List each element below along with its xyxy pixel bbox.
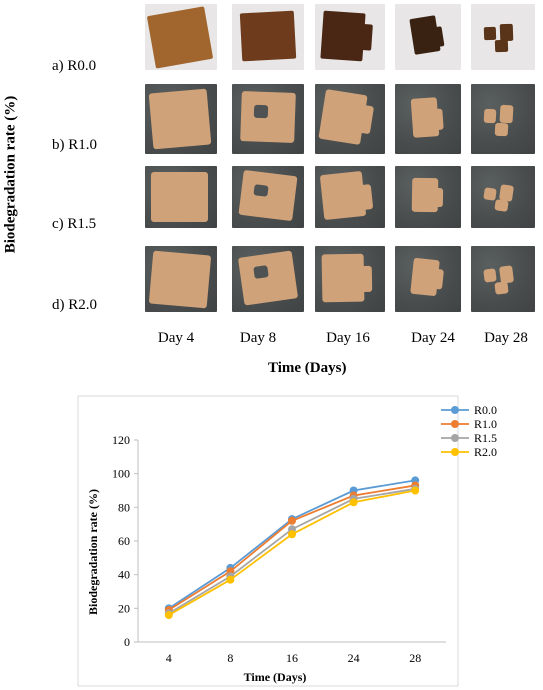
data-point-R2.0	[226, 575, 235, 584]
sample-photo	[232, 84, 304, 154]
sample-fragment	[494, 199, 509, 213]
sample-photo	[395, 246, 461, 312]
x-tick-label: 16	[286, 651, 298, 665]
sample-photo	[145, 166, 217, 228]
sample-fragment	[146, 5, 213, 68]
sample-fragment	[483, 26, 496, 41]
y-tick-label: 20	[118, 601, 130, 615]
sample-fragment	[150, 172, 209, 222]
sample-fragment	[237, 250, 298, 305]
sample-fragment	[498, 265, 514, 284]
sample-photo	[471, 84, 535, 154]
sample-fragment	[239, 91, 296, 144]
sample-fragment	[238, 170, 298, 222]
sample-fragment	[252, 183, 269, 197]
day-label-28: Day 28	[484, 330, 528, 346]
sample-fragment	[482, 186, 497, 201]
x-tick-label: 8	[227, 651, 233, 665]
photo-figure-y-axis-label: Biodegradation rate (%)	[2, 95, 19, 254]
chart-x-axis-label: Time (Days)	[244, 670, 307, 684]
x-tick-label: 4	[166, 651, 172, 665]
sample-fragment	[499, 23, 513, 41]
legend-label: R1.0	[474, 417, 497, 431]
sample-photo	[315, 84, 385, 154]
y-tick-label: 80	[118, 500, 130, 514]
sample-photo	[145, 4, 217, 70]
sample-fragment	[252, 264, 269, 279]
sample-photo	[232, 246, 304, 312]
sample-photo	[145, 84, 217, 154]
legend-swatch-marker	[451, 420, 459, 428]
chart-legend: R0.0R1.0R1.5R2.0	[441, 403, 497, 459]
sample-fragment	[483, 108, 496, 123]
sample-photo	[315, 4, 385, 70]
y-tick-label: 40	[118, 568, 130, 582]
sample-fragment	[148, 250, 211, 308]
x-tick-label: 24	[348, 651, 360, 665]
sample-fragment	[353, 265, 372, 293]
sample-fragment	[148, 88, 211, 150]
sample-fragment	[483, 268, 497, 283]
y-tick-label: 120	[112, 433, 130, 447]
sample-photo	[471, 166, 535, 228]
legend-label: R0.0	[474, 403, 497, 417]
sample-fragment	[352, 183, 373, 211]
sample-fragment	[239, 10, 296, 61]
sample-photo	[315, 246, 385, 312]
data-point-R2.0	[288, 530, 296, 539]
row-label-r0-0: a) R0.0	[52, 58, 97, 74]
day-label-24: Day 24	[411, 330, 455, 346]
sample-fragment	[352, 23, 372, 51]
data-point-R1.0	[288, 516, 296, 525]
data-point-R2.0	[411, 486, 420, 495]
sample-photo	[471, 4, 535, 70]
sample-photo	[145, 246, 217, 312]
data-point-R2.0	[349, 498, 358, 507]
line-chart: 0 20 40 60 80 100 120 4 8 16 24 28 Biodegradation r…	[77, 395, 497, 687]
sample-fragment	[430, 108, 444, 130]
day-label-4: Day 4	[157, 330, 195, 346]
sample-fragment	[498, 183, 514, 201]
y-tick-label: 0	[124, 635, 130, 649]
sample-fragment	[253, 104, 269, 118]
row-label-r2-0: d) R2.0	[52, 297, 97, 313]
sample-photo	[395, 4, 461, 70]
y-tick-label: 60	[118, 534, 130, 548]
sample-photo	[395, 166, 461, 228]
sample-fragment	[351, 103, 374, 135]
sample-fragment	[253, 23, 269, 37]
x-tick-label: 28	[409, 651, 421, 665]
y-tick-label: 100	[112, 467, 130, 481]
sample-photo	[232, 4, 304, 70]
row-label-r1-0: b) R1.0	[52, 137, 97, 153]
day-label-8: Day 8	[239, 330, 277, 346]
sample-photo	[471, 246, 535, 312]
legend-swatch-marker	[451, 434, 459, 442]
sample-fragment	[494, 122, 509, 136]
legend-label: R1.5	[474, 431, 497, 445]
sample-fragment	[431, 187, 444, 207]
sample-photo	[395, 84, 461, 154]
sample-fragment	[429, 26, 445, 48]
sample-fragment	[499, 104, 514, 123]
row-label-r1-5: c) R1.5	[52, 216, 97, 232]
sample-fragment	[495, 40, 509, 53]
sample-fragment	[494, 281, 509, 295]
sample-fragment	[430, 268, 445, 290]
day-label-16: Day 16	[326, 330, 370, 346]
sample-photo	[315, 166, 385, 228]
chart-y-axis-label: Biodegradation rate (%)	[86, 489, 100, 615]
photo-figure-x-axis-label: Time (Days)	[268, 360, 347, 376]
legend-label: R2.0	[474, 445, 497, 459]
legend-swatch-marker	[451, 448, 459, 456]
legend-swatch-marker	[451, 406, 459, 414]
sample-photo	[232, 166, 304, 228]
data-point-R2.0	[164, 611, 173, 620]
